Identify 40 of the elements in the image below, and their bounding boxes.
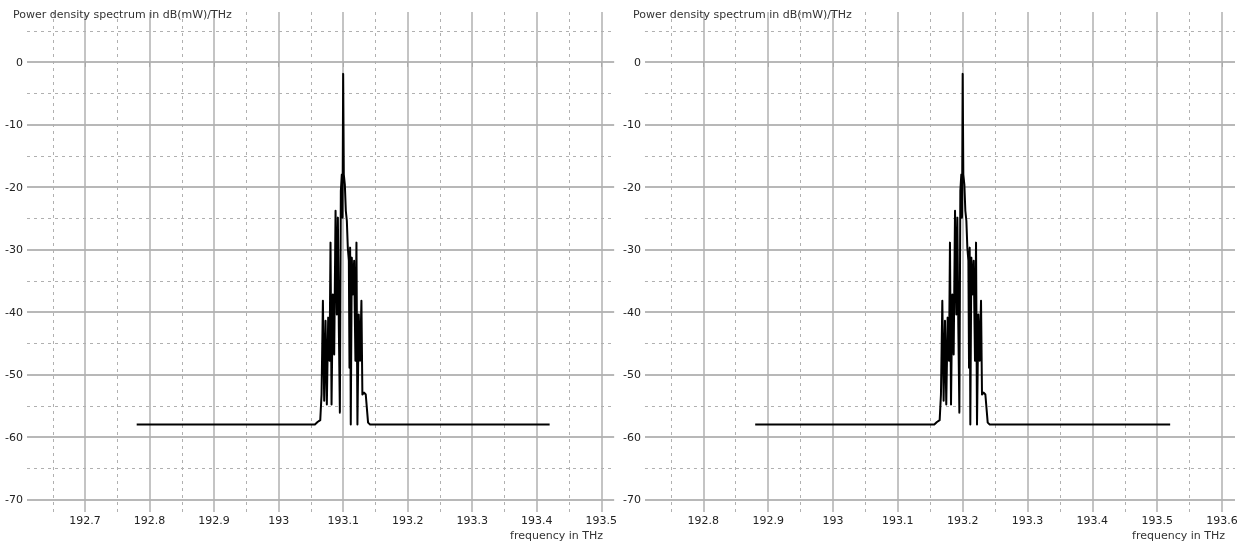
y-axis-title: Power density spectrum in dB(mW)/THz	[13, 8, 233, 21]
x-tick-label: 193.4	[520, 514, 553, 527]
x-tick-label: 192.9	[752, 514, 784, 527]
y-axis-title: Power density spectrum in dB(mW)/THz	[633, 8, 853, 21]
x-tick-label: 193	[268, 514, 290, 527]
y-tick-label: -30	[5, 243, 23, 256]
x-tick-label: 193.4	[1076, 514, 1109, 527]
x-tick-label: 193.5	[585, 514, 617, 527]
x-tick-label: 193.2	[946, 514, 979, 527]
x-axis-title: frequency in THz	[510, 529, 604, 542]
y-tick-label: 0	[633, 55, 641, 69]
y-tick-label: -10	[623, 118, 641, 131]
x-tick-label: 193.3	[1011, 514, 1044, 527]
line-series	[754, 72, 1172, 426]
x-tick-label: 193	[822, 514, 844, 527]
x-tick-label: 193.1	[327, 514, 359, 527]
y-tick-label: -70	[5, 493, 23, 506]
x-tick-label: 193.5	[1141, 514, 1173, 527]
x-tick-label: 192.8	[687, 514, 720, 527]
y-tick-label: -50	[5, 368, 23, 381]
y-tick-label: -70	[623, 493, 641, 506]
x-tick-label: 193.3	[456, 514, 488, 527]
x-axis-title: frequency in THz	[1132, 529, 1226, 542]
line-series	[135, 72, 551, 426]
y-tick-label: -20	[5, 180, 23, 194]
y-tick-label: -20	[623, 180, 641, 194]
y-tick-label: -40	[623, 305, 641, 319]
x-tick-label: 193.1	[882, 514, 914, 527]
y-tick-label: -50	[623, 368, 641, 381]
y-tick-label: -40	[5, 305, 23, 319]
y-tick-label: -10	[5, 118, 23, 131]
x-tick-label: 193.2	[391, 514, 424, 527]
y-tick-label: -60	[5, 430, 23, 444]
x-tick-label: 192.8	[133, 514, 166, 527]
y-tick-label: -30	[623, 243, 641, 256]
y-tick-label: -60	[623, 430, 641, 444]
x-tick-label: 192.9	[198, 514, 230, 527]
x-tick-label: 192.7	[69, 514, 101, 527]
y-tick-label: 0	[16, 55, 23, 69]
x-tick-label: 193.6	[1206, 514, 1238, 527]
